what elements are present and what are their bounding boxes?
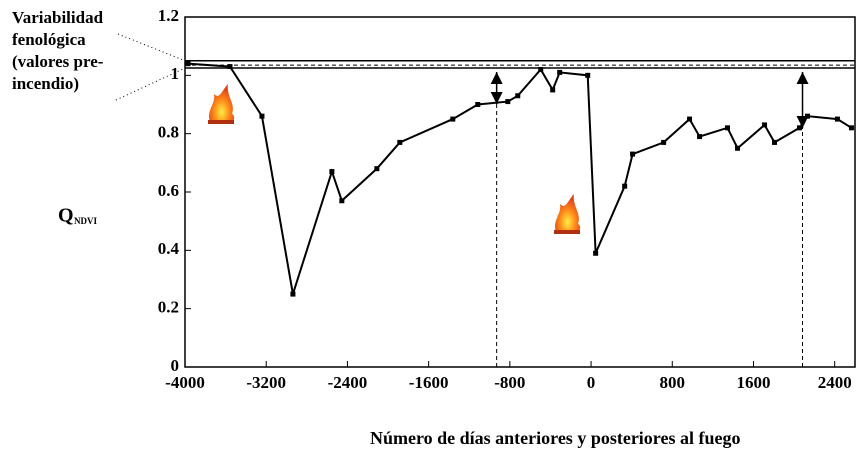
y-tick-label: 0.4 xyxy=(158,239,180,258)
y-tick-label: 0 xyxy=(171,356,180,375)
data-point xyxy=(538,67,544,72)
y-tick-label: 0.8 xyxy=(158,123,179,142)
annotation-leader xyxy=(117,33,186,62)
series-line xyxy=(187,62,852,295)
x-tick-label: -800 xyxy=(494,373,525,392)
data-point xyxy=(593,250,599,256)
data-point xyxy=(762,122,768,128)
x-tick-label: 800 xyxy=(660,373,686,392)
data-point xyxy=(724,125,730,131)
data-point xyxy=(585,72,591,78)
annotation: (valores pre- xyxy=(12,52,104,71)
data-point xyxy=(259,113,265,119)
x-tick-label: -2400 xyxy=(328,373,368,392)
data-point xyxy=(630,151,636,157)
fire-icon xyxy=(208,84,235,124)
data-point xyxy=(622,183,628,189)
y-tick-label: 0.6 xyxy=(158,181,179,200)
data-point xyxy=(515,93,521,99)
annotation-leader xyxy=(115,67,186,101)
y-tick-label: 1 xyxy=(171,64,180,83)
data-point xyxy=(557,69,563,75)
x-tick-label: -4000 xyxy=(165,373,205,392)
arrow-head xyxy=(796,72,809,84)
data-point xyxy=(329,169,335,175)
fire-icon xyxy=(554,194,581,234)
x-tick-label: 2400 xyxy=(818,373,852,392)
data-point xyxy=(290,291,296,297)
annotation: Variabilidad xyxy=(12,8,104,27)
y-tick-label: 1.2 xyxy=(158,6,179,25)
x-tick-label: -1600 xyxy=(409,373,449,392)
y-axis-label: Q xyxy=(58,205,74,227)
annotation: incendio) xyxy=(12,74,79,93)
annotation: fenológica xyxy=(12,30,86,49)
arrow-head xyxy=(490,92,503,104)
plot-frame xyxy=(184,16,856,368)
data-point xyxy=(450,116,456,122)
data-point xyxy=(374,166,380,172)
data-point xyxy=(848,125,854,131)
data-point xyxy=(735,145,741,151)
data-point xyxy=(185,61,191,67)
data-point xyxy=(697,134,703,140)
data-point xyxy=(661,139,667,145)
data-point xyxy=(771,139,777,145)
x-tick-label: 1600 xyxy=(736,373,770,392)
data-point xyxy=(475,102,481,107)
data-point xyxy=(550,87,556,93)
x-tick-label: -3200 xyxy=(246,373,286,392)
data-point xyxy=(397,139,403,145)
arrow-head xyxy=(490,72,503,84)
data-point xyxy=(227,64,233,70)
x-tick-label: 0 xyxy=(587,373,596,392)
data-point xyxy=(796,125,802,131)
data-point xyxy=(804,113,810,119)
x-axis-label: Número de días anteriores y posteriores … xyxy=(370,428,740,448)
data-point xyxy=(834,116,840,122)
data-point xyxy=(339,198,345,204)
data-point xyxy=(687,116,693,122)
data-point xyxy=(505,99,511,105)
y-tick-label: 0.2 xyxy=(158,298,179,317)
y-axis-label-sub: NDVI xyxy=(74,216,97,226)
